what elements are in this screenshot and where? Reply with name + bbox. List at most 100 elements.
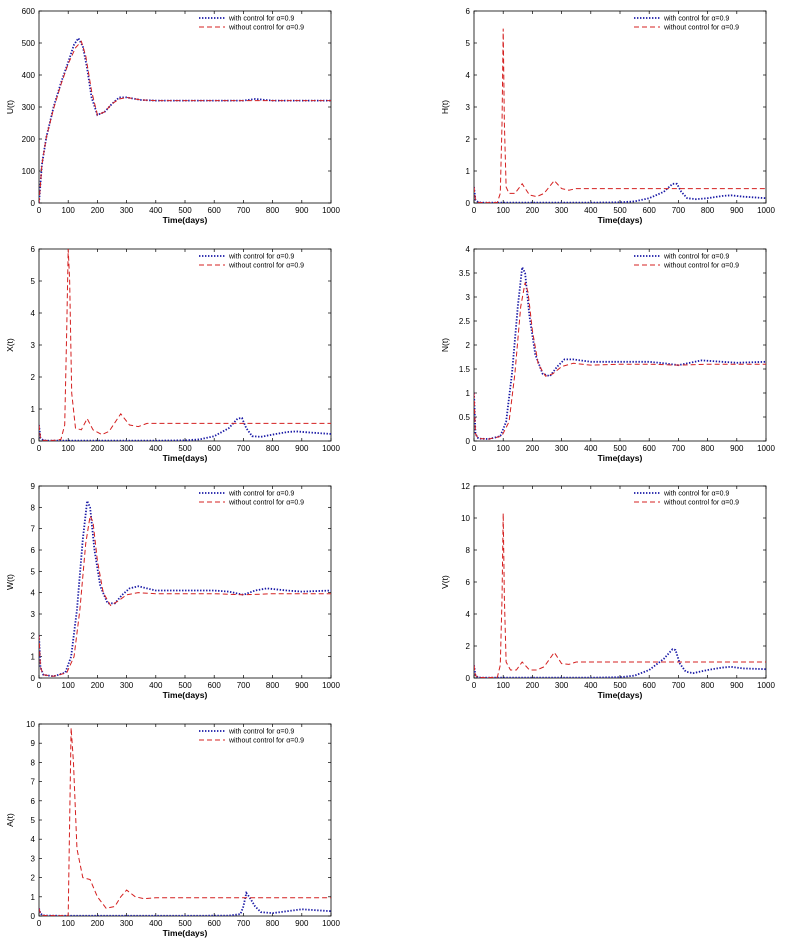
panel-2: 0 100 200 300 400 500 600 700 800 900 1000 0 1 2 3 4 5 6 T… [440,7,775,225]
legend-label-with-control: with control for α=0.9 [228,491,294,498]
y-tick-label: 6 [31,797,36,806]
y-tick-label: 2.5 [459,317,471,326]
x-tick-label: 800 [701,444,715,453]
x-axis-label: Time(days) [598,215,643,225]
plot-frame [473,10,767,204]
x-tick-label: 800 [266,444,280,453]
y-tick-label: 4 [31,589,36,598]
x-tick-label: 0 [37,681,42,690]
x-tick-label: 200 [91,919,105,928]
y-tick-label: 0 [31,437,36,446]
x-tick-label: 900 [295,919,309,928]
plot-frame [38,10,332,204]
x-tick-label: 100 [62,919,76,928]
y-tick-label: 4 [31,309,36,318]
x-tick-label: 400 [584,444,598,453]
x-tick-label: 200 [91,444,105,453]
x-tick-label: 200 [91,681,105,690]
x-tick-label: 200 [91,206,105,215]
plot-frame [473,485,767,679]
x-tick-label: 600 [643,206,657,215]
legend-label-with-control: with control for α=0.9 [228,729,294,736]
x-tick-label: 800 [701,681,715,690]
y-tick-label: 7 [31,525,36,534]
x-tick-label: 100 [62,444,76,453]
x-tick-label: 200 [526,206,540,215]
y-tick-label: 0 [31,199,36,208]
y-tick-label: 6 [466,578,471,587]
x-tick-label: 0 [37,919,42,928]
y-tick-label: 8 [466,546,471,555]
legend-label-without-control: without control for α=0.9 [228,500,304,507]
x-tick-label: 800 [266,919,280,928]
y-tick-label: 10 [26,720,35,729]
x-tick-label: 600 [643,444,657,453]
legend-label-without-control: without control for α=0.9 [228,738,304,745]
x-tick-label: 500 [178,681,192,690]
x-tick-label: 100 [497,444,511,453]
y-tick-label: 7 [31,778,36,787]
legend-label-without-control: without control for α=0.9 [663,263,739,270]
series-without-control [39,249,331,441]
series-with-control [39,890,331,916]
y-tick-label: 9 [31,482,36,491]
x-tick-label: 300 [555,444,569,453]
legend-label-without-control: without control for α=0.9 [663,500,739,507]
x-tick-label: 300 [120,444,134,453]
y-tick-label: 2 [31,874,36,883]
y-tick-label: 8 [31,503,36,512]
x-tick-label: 800 [701,206,715,215]
y-tick-label: 4 [466,71,471,80]
series-with-control [474,264,766,440]
y-axis-label: W(t) [5,574,15,590]
x-tick-label: 500 [613,444,627,453]
y-tick-label: 300 [22,103,36,112]
panel-1: 0 100 200 300 400 500 600 700 800 900 1000 0 100 200 3… [5,7,340,225]
x-tick-label: 700 [237,206,251,215]
series-with-control [474,182,766,203]
y-tick-label: 0 [31,674,36,683]
series-without-control [474,282,766,440]
y-tick-label: 2 [31,373,36,382]
x-axis-label: Time(days) [598,690,643,700]
y-tick-label: 1 [31,893,36,902]
x-tick-label: 1000 [322,206,340,215]
y-tick-label: 0 [466,199,471,208]
x-tick-label: 700 [237,919,251,928]
x-tick-label: 1000 [322,444,340,453]
x-tick-label: 1000 [322,919,340,928]
x-tick-label: 900 [730,206,744,215]
x-tick-label: 600 [208,919,222,928]
y-tick-label: 3 [31,854,36,863]
x-tick-label: 600 [208,681,222,690]
series-without-control [39,40,331,203]
x-tick-label: 0 [472,681,477,690]
plot-frame [38,485,332,679]
x-tick-label: 0 [37,444,42,453]
x-tick-label: 800 [266,681,280,690]
x-tick-label: 500 [613,206,627,215]
x-tick-label: 300 [555,206,569,215]
y-tick-label: 3 [466,293,471,302]
y-tick-label: 6 [31,245,36,254]
y-tick-label: 12 [461,482,470,491]
x-tick-label: 900 [730,444,744,453]
x-tick-label: 0 [472,206,477,215]
x-tick-label: 700 [672,444,686,453]
x-tick-label: 500 [178,206,192,215]
y-tick-label: 1 [31,405,36,414]
legend-label-with-control: with control for α=0.9 [228,16,294,23]
y-tick-label: 3 [31,610,36,619]
x-axis-label: Time(days) [163,215,208,225]
x-tick-label: 300 [120,919,134,928]
x-tick-label: 100 [497,681,511,690]
legend-label-with-control: with control for α=0.9 [663,254,729,261]
y-tick-label: 1.5 [459,365,471,374]
y-tick-label: 5 [31,277,36,286]
y-tick-label: 600 [22,7,36,16]
x-tick-label: 100 [62,206,76,215]
y-axis-label: H(t) [440,100,450,114]
x-tick-label: 800 [266,206,280,215]
y-tick-label: 4 [31,835,36,844]
legend-label-with-control: with control for α=0.9 [663,16,729,23]
